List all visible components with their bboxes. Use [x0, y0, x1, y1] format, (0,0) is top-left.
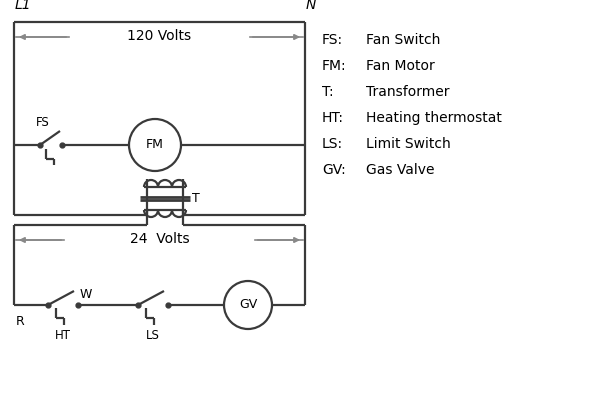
Text: Transformer: Transformer [366, 85, 450, 99]
Text: GV: GV [239, 298, 257, 312]
Text: FS:: FS: [322, 33, 343, 47]
Text: HT: HT [55, 329, 71, 342]
Text: Fan Switch: Fan Switch [366, 33, 440, 47]
Text: HT:: HT: [322, 111, 344, 125]
Text: 120 Volts: 120 Volts [127, 29, 192, 43]
Text: N: N [306, 0, 316, 12]
Text: T: T [192, 192, 200, 205]
Text: LS:: LS: [322, 137, 343, 151]
Text: Limit Switch: Limit Switch [366, 137, 451, 151]
Text: Gas Valve: Gas Valve [366, 163, 434, 177]
Text: T:: T: [322, 85, 333, 99]
Text: GV:: GV: [322, 163, 346, 177]
Text: FM: FM [146, 138, 164, 152]
Text: R: R [16, 315, 25, 328]
Text: W: W [80, 288, 93, 301]
Text: Fan Motor: Fan Motor [366, 59, 435, 73]
Text: 24  Volts: 24 Volts [130, 232, 189, 246]
Text: FM:: FM: [322, 59, 347, 73]
Text: FS: FS [36, 116, 50, 129]
Text: Heating thermostat: Heating thermostat [366, 111, 502, 125]
Text: LS: LS [146, 329, 160, 342]
Text: L1: L1 [15, 0, 32, 12]
